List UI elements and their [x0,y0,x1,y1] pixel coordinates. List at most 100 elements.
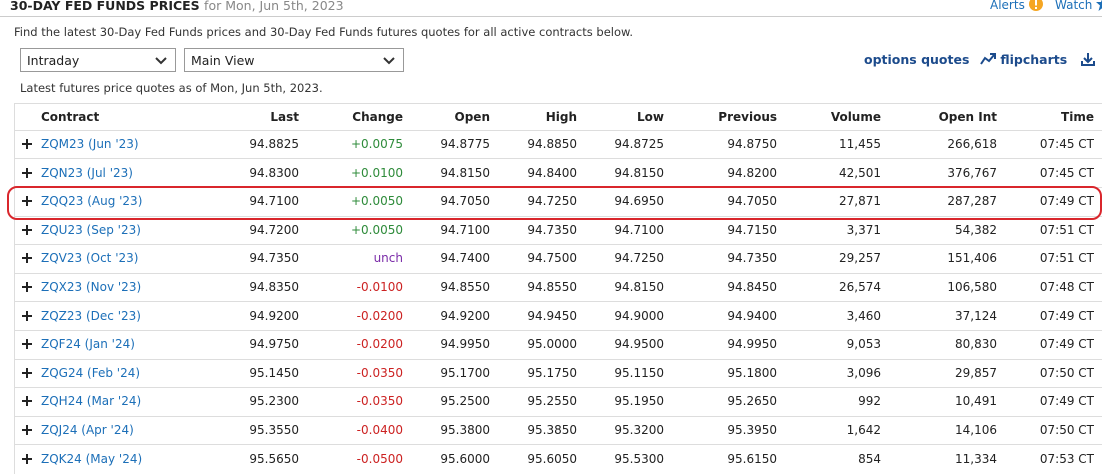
cell: 95.3550 [249,423,299,437]
column-header: Last [270,110,299,124]
alerts-text[interactable]: Alerts [990,0,1025,12]
download-icon[interactable] [1081,52,1097,66]
cell: 95.1700 [440,365,490,380]
view-select[interactable]: Intraday [20,48,176,72]
expand-icon[interactable] [22,224,32,235]
row-rule [14,444,1102,446]
cell: 95.1750 [527,365,577,380]
contract-link[interactable]: ZQN23 (Jul '23) [41,165,133,180]
contract-link[interactable]: ZQM23 (Jun '23) [41,137,139,151]
cell: 94.9200 [249,308,299,323]
flipcharts-text[interactable]: flipcharts [1000,52,1068,67]
cell: 94.8850 [527,137,577,151]
cell: 94.7500 [527,251,577,266]
contract-link[interactable]: ZQX23 (Nov '23) [41,280,142,294]
expand-icon[interactable] [22,310,32,321]
cell: 94.8150 [614,280,664,294]
cell: 94.8150 [440,165,490,180]
cell: 94.9950 [727,337,777,352]
cell: 07:45 CT [1039,165,1094,180]
change-cell: +0.0075 [350,137,403,151]
expand-icon[interactable] [22,425,32,435]
column-header: High [545,110,577,124]
cell: 94.7350 [727,251,777,266]
column-header: Open [454,110,490,124]
expand-icon[interactable] [22,367,32,378]
cell: 94.7250 [614,251,664,266]
cell: 14,106 [955,423,997,437]
layout-select[interactable]: Main View [184,48,404,72]
change-cell: -0.0400 [356,423,403,437]
cell: 94.7400 [440,251,490,266]
cell: 07:45 CT [1039,137,1094,151]
contract-link[interactable]: ZQV23 (Oct '23) [41,251,139,266]
cell: 07:51 CT [1039,222,1094,237]
row-rule [14,129,1102,131]
expand-icon[interactable] [22,139,32,149]
change-cell: -0.0100 [356,280,403,294]
cell: 94.9000 [614,308,664,323]
contract-link[interactable]: ZQQ23 (Aug '23) [41,194,143,209]
contract-link[interactable]: ZQF24 (Jan '24) [41,337,135,352]
watch-icon [1096,0,1102,11]
contract-link[interactable]: ZQK24 (May '24) [41,451,143,466]
column-header: Time [1061,110,1094,124]
contract-link[interactable]: ZQU23 (Sep '23) [41,222,141,237]
cell: 94.8400 [527,165,577,180]
contract-link[interactable]: ZQH24 (Mar '24) [41,394,142,409]
cell: 94.9400 [727,308,777,323]
row-rule [14,358,1102,360]
cell: 9,053 [846,337,881,352]
row-rule [14,272,1102,274]
cell: 11,334 [955,451,997,466]
cell: 854 [858,451,881,466]
cell: 07:53 CT [1039,451,1094,466]
cell: 94.8450 [727,280,777,294]
expand-icon[interactable] [22,339,32,350]
page-title: 30-DAY FED FUNDS PRICES for Mon, Jun 5th… [10,0,344,13]
cell: 95.3950 [727,423,777,437]
cell: 94.8550 [527,280,577,294]
watch-link[interactable]: Watch [1055,0,1102,12]
cell: 94.7100 [249,194,299,209]
change-cell: +0.0100 [350,165,403,180]
cell: 266,618 [947,137,997,151]
cell: 94.7350 [527,222,577,237]
expand-icon[interactable] [22,282,32,292]
expand-icon[interactable] [22,253,32,264]
change-cell: -0.0500 [356,451,403,466]
cell: 376,767 [947,165,997,180]
cell: 10,491 [955,394,997,409]
expand-icon[interactable] [22,396,32,407]
flipcharts-link[interactable]: flipcharts [980,52,1067,67]
expand-icon[interactable] [22,167,32,178]
watch-text[interactable]: Watch [1055,0,1093,12]
options-link[interactable]: options quotes [864,52,970,67]
as-of: Latest futures price quotes as of Mon, J… [20,81,323,95]
change-cell: -0.0350 [356,365,403,380]
subtitle: for Mon, Jun 5th, 2023 [204,0,344,13]
title: 30-DAY FED FUNDS PRICES [10,0,200,13]
row-rule [14,103,1102,104]
row-rule [14,244,1102,246]
contract-link[interactable]: ZQJ24 (Apr '24) [41,423,134,437]
select-text: Intraday [27,53,80,68]
cell: 94.8300 [249,165,299,180]
contract-link[interactable]: ZQG24 (Feb '24) [41,365,141,380]
cell: 95.3200 [614,423,664,437]
cell: 95.0000 [527,337,577,352]
alerts-link[interactable]: Alerts [990,0,1043,12]
cell: 95.1150 [614,365,664,380]
expand-icon[interactable] [22,196,32,207]
cell: 94.8150 [614,165,664,180]
cell: 26,574 [839,280,881,294]
cell: 95.5300 [614,451,664,466]
cell: 94.7350 [249,251,299,266]
expand-icon[interactable] [22,453,32,464]
cell: 94.6950 [614,194,664,209]
contract-link[interactable]: ZQZ23 (Dec '23) [41,308,141,323]
highlight-box [7,186,1102,220]
cell: 94.7200 [249,222,299,237]
cell: 94.8350 [249,280,299,294]
